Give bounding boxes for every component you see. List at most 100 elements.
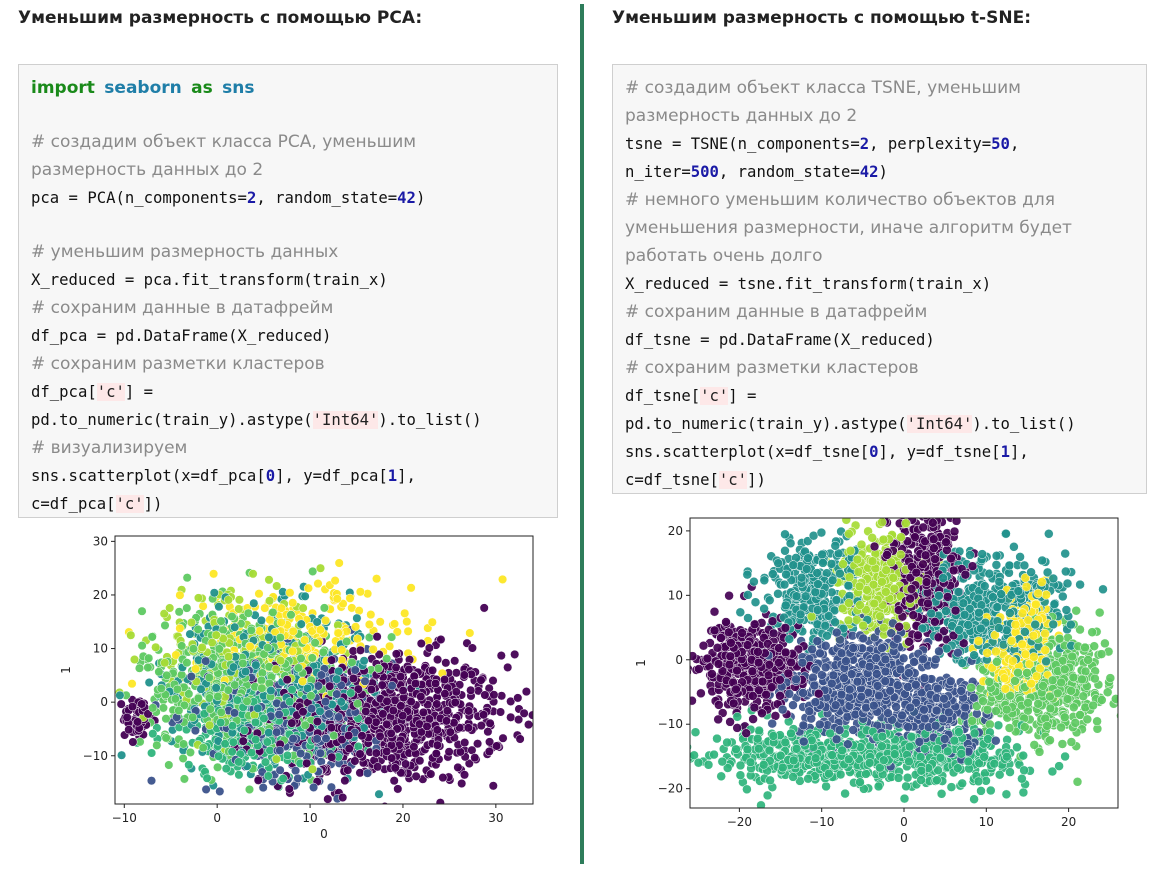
x-tick-label: −10	[112, 811, 137, 825]
scatter-point	[143, 662, 153, 673]
scatter-point	[332, 594, 342, 604]
scatter-point	[247, 748, 257, 758]
code-string: 'Int64'	[906, 415, 973, 433]
scatter-point	[445, 727, 455, 737]
code-text: pca = PCA(n_components=	[31, 189, 247, 207]
scatter-point	[271, 664, 281, 674]
scatter-point	[483, 727, 493, 737]
scatter-point	[398, 711, 408, 721]
code-module: seaborn	[104, 78, 182, 98]
scatter-point	[275, 633, 285, 643]
scatter-point	[161, 733, 171, 743]
scatter-point	[129, 654, 140, 665]
scatter-point	[375, 617, 385, 627]
scatter-point	[353, 634, 363, 644]
scatter-point	[274, 709, 284, 720]
scatter-point	[288, 626, 298, 636]
scatter-point	[321, 733, 331, 744]
code-comment: # сохраним данные в датафрейм	[31, 298, 334, 318]
scatter-point	[503, 662, 513, 672]
code-comment: размерность данных до 2	[31, 160, 264, 180]
scatter-point	[387, 632, 397, 642]
scatter-point	[238, 736, 248, 746]
scatter-point	[743, 613, 753, 623]
scatter-point	[406, 583, 416, 593]
code-text: pd.to_numeric(train_y).astype(	[31, 411, 313, 429]
scatter-point	[510, 649, 520, 659]
scatter-point	[355, 749, 365, 759]
scatter-point	[275, 745, 285, 756]
code-comment: # немного уменьшим количество объектов д…	[625, 190, 1055, 210]
scatter-point	[361, 706, 371, 716]
code-blank-line	[31, 102, 545, 128]
scatter-point	[152, 740, 162, 750]
scatter-point	[199, 709, 209, 719]
code-text: df_tsne[	[625, 387, 701, 405]
scatter-point	[492, 741, 502, 751]
scatter-point	[186, 617, 197, 628]
code-line: sns.scatterplot(x=df_tsne[0], y=df_tsne[…	[625, 438, 1134, 466]
scatter-point	[485, 718, 495, 728]
scatter-point	[227, 611, 237, 622]
scatter-point	[239, 725, 249, 735]
scatter-point	[435, 798, 445, 804]
scatter-point	[347, 657, 357, 667]
scatter-point	[385, 641, 395, 651]
scatter-point	[416, 638, 426, 649]
scatter-point	[201, 784, 211, 794]
scatter-point	[257, 683, 267, 693]
scatter-point	[338, 792, 348, 803]
scatter-point	[355, 645, 365, 655]
code-text: tsne = TSNE(n_components=	[625, 135, 860, 153]
scatter-point	[359, 656, 369, 666]
scatter-point	[197, 642, 207, 653]
code-text: ).to_list()	[378, 411, 482, 429]
scatter-point	[293, 773, 303, 783]
scatter-point	[309, 782, 319, 792]
code-number: 1	[387, 467, 398, 485]
scatter-point	[353, 684, 363, 694]
scatter-point	[363, 716, 374, 726]
scatter-point	[418, 707, 428, 717]
code-string: 'c'	[700, 387, 729, 405]
scatter-point	[272, 727, 282, 737]
scatter-point	[298, 676, 308, 686]
scatter-point	[249, 598, 259, 608]
scatter-point	[378, 709, 388, 719]
scatter-point	[179, 774, 189, 784]
scatter-point	[470, 753, 480, 763]
scatter-point	[318, 647, 328, 657]
scatter-point	[265, 596, 275, 606]
scatter-point	[244, 784, 255, 795]
scatter-point	[521, 687, 531, 697]
scatter-point	[387, 681, 397, 691]
scatter-point	[178, 753, 188, 763]
code-comment: # сохраним разметки кластеров	[31, 354, 325, 374]
code-text: ])	[747, 471, 766, 489]
code-line: df_tsne['c'] =	[625, 382, 1134, 410]
code-comment: # создадим объект класса PCA, уменьшим	[31, 132, 417, 152]
scatter-point	[334, 666, 344, 676]
y-tick-label: 20	[93, 588, 108, 602]
scatter-point	[282, 750, 293, 760]
scatter-point	[275, 765, 285, 775]
scatter-point	[148, 729, 158, 739]
scatter-point	[234, 595, 244, 605]
code-line: pca = PCA(n_components=2, random_state=4…	[31, 184, 545, 212]
x-tick-label: 10	[302, 811, 317, 825]
code-keyword: as	[191, 78, 213, 98]
scatter-point	[506, 712, 516, 722]
scatter-point	[372, 574, 382, 584]
scatter-point	[396, 701, 406, 711]
scatter-point	[315, 748, 326, 758]
scatter-point	[462, 811, 471, 820]
scatter-point	[220, 739, 230, 749]
scatter-point	[357, 731, 367, 741]
code-line: pd.to_numeric(train_y).astype('Int64').t…	[31, 406, 545, 434]
scatter-point	[350, 665, 360, 675]
scatter-point	[513, 693, 523, 703]
scatter-point	[77, 659, 86, 668]
scatter-point	[148, 703, 158, 713]
scatter-point	[453, 762, 463, 772]
